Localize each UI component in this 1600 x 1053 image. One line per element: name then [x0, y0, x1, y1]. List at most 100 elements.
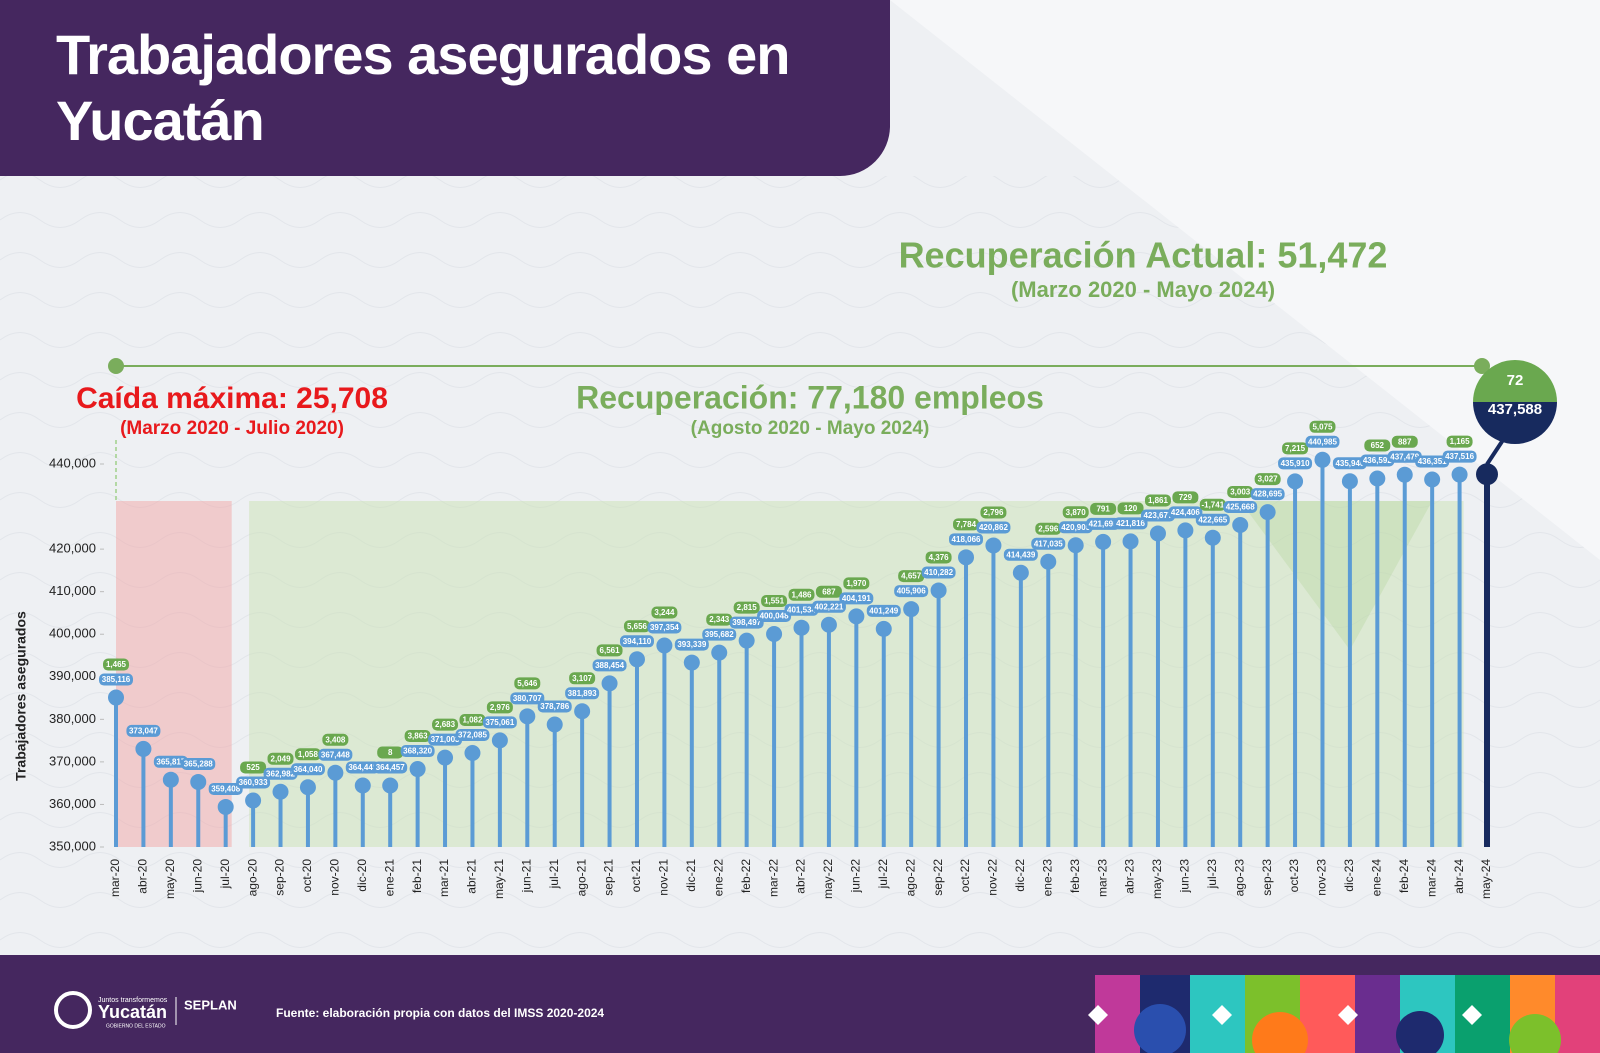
x-tick-label: ago-20: [245, 859, 259, 897]
footer-tiles: [1088, 975, 1600, 1053]
label-text: 400,048: [760, 612, 789, 621]
label-pill: [1278, 457, 1313, 470]
label-pill: [1309, 420, 1336, 433]
label-pill: [1035, 522, 1062, 535]
label-pill: [1144, 494, 1171, 507]
label-pill: [455, 729, 490, 742]
label-pill: [486, 701, 513, 714]
dot: [1040, 553, 1057, 570]
label-text: 371,003: [431, 735, 460, 744]
label-pill: [263, 767, 298, 780]
label-pill: [596, 644, 623, 657]
label-text: 421,696: [1089, 520, 1118, 529]
x-tick-label: dic-22: [1013, 859, 1027, 892]
label-text: 364,457: [376, 763, 405, 772]
x-tick-label: abr-21: [465, 859, 479, 894]
label-pill: [866, 604, 901, 617]
dot: [437, 749, 454, 766]
label-pill: [843, 577, 870, 590]
logo-sub: GOBIERNO DEL ESTADO: [106, 1023, 166, 1029]
label-text: 2,049: [271, 754, 292, 763]
label-pill: [153, 755, 188, 768]
dot: [1451, 466, 1468, 483]
dot: [1287, 473, 1304, 490]
label-pill: [294, 748, 321, 761]
label-text: 373,047: [129, 727, 158, 736]
label-pill: [99, 673, 133, 686]
dot: [1177, 522, 1194, 539]
x-tick-label: mar-20: [108, 859, 122, 897]
y-tick-label: 350,000: [49, 838, 96, 853]
annotation: Caída máxima: 25,708: [76, 382, 388, 415]
dot: [217, 798, 234, 815]
x-tick-label: may-21: [492, 859, 506, 899]
label-text: 1,551: [764, 597, 785, 606]
label-pill: [1415, 455, 1450, 468]
badge-top: [1473, 360, 1557, 402]
x-tick-label: mar-23: [1095, 859, 1109, 897]
label-text: 410,282: [924, 568, 953, 577]
x-tick-label: sep-20: [273, 859, 287, 896]
range-end: [1474, 358, 1490, 374]
dot: [875, 620, 892, 637]
x-tick-label: ene-23: [1040, 859, 1054, 897]
label-text: 7,215: [1285, 444, 1306, 453]
label-pill: [898, 570, 925, 583]
label-text: 402,221: [814, 602, 843, 611]
dot: [464, 745, 481, 762]
label-text: 385,116: [102, 675, 131, 684]
label-text: 2,815: [737, 603, 758, 612]
dot: [1341, 473, 1358, 490]
label-text: 360,933: [239, 778, 268, 787]
x-tick-label: oct-20: [300, 859, 314, 893]
x-tick-label: may-23: [1150, 859, 1164, 899]
label-pill: [1305, 435, 1340, 448]
dot: [683, 654, 700, 671]
y-tick-label: 380,000: [49, 711, 96, 726]
label-text: 362,982: [266, 769, 295, 778]
x-tick-label: jun-21: [519, 859, 533, 894]
x-tick-label: ene-24: [1369, 859, 1383, 897]
label-text: 398,497: [732, 618, 761, 627]
label-text: 393,339: [677, 640, 706, 649]
label-pill: [1172, 491, 1199, 504]
label-text: 364,449: [348, 763, 377, 772]
x-tick-label: dic-23: [1342, 859, 1356, 892]
dot: [382, 777, 399, 794]
dot: [519, 708, 536, 725]
dot: [1259, 504, 1276, 521]
dot: [409, 761, 426, 778]
label-pill: [569, 672, 596, 685]
label-pill: [619, 635, 654, 648]
x-tick-label: sep-23: [1260, 859, 1274, 896]
label-text: 2,683: [435, 720, 456, 729]
dot: [985, 537, 1002, 554]
recovery-shape: [1240, 501, 1433, 650]
background-shape: [890, 0, 1600, 560]
y-tick-label: 360,000: [49, 796, 96, 811]
label-text: 367,448: [321, 750, 350, 759]
label-pill: [976, 521, 1011, 534]
dot: [820, 616, 837, 633]
dot: [108, 689, 124, 706]
dot: [656, 637, 673, 654]
label-pill: [1140, 509, 1175, 522]
label-pill: [1254, 473, 1281, 486]
label-text: 397,354: [650, 623, 679, 632]
label-pill: [894, 585, 929, 598]
range-end: [108, 358, 124, 374]
label-text: 428,695: [1253, 490, 1282, 499]
label-text: 887: [1398, 437, 1412, 446]
dot: [793, 619, 810, 636]
label-text: 421,816: [1116, 519, 1145, 528]
label-pill: [1113, 517, 1148, 530]
label-pill: [510, 692, 545, 705]
label-pill: [181, 757, 216, 770]
label-text: 424,406: [1171, 508, 1200, 517]
label-pill: [702, 628, 737, 641]
dot: [958, 549, 975, 566]
y-tick-label: 370,000: [49, 753, 96, 768]
label-pill: [1364, 439, 1391, 452]
dot: [711, 644, 728, 661]
